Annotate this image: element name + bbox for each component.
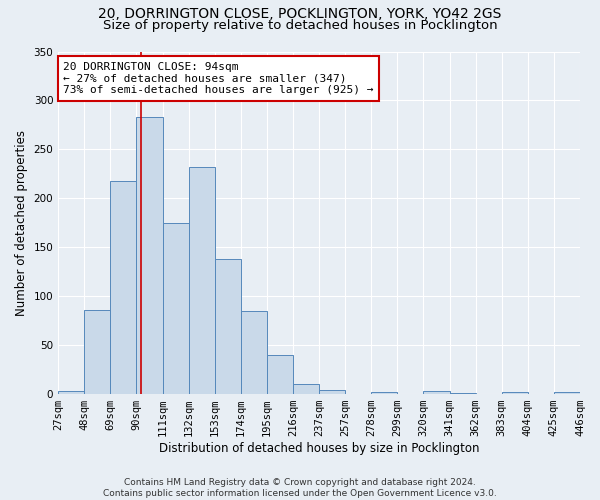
Bar: [188, 167, 215, 394]
X-axis label: Distribution of detached houses by size in Pocklington: Distribution of detached houses by size …: [159, 442, 479, 455]
Bar: [554, 392, 580, 394]
Bar: [110, 180, 136, 394]
Bar: [267, 355, 293, 394]
Text: 20 DORRINGTON CLOSE: 94sqm
← 27% of detached houses are smaller (347)
73% of sem: 20 DORRINGTON CLOSE: 94sqm ← 27% of deta…: [64, 62, 374, 95]
Y-axis label: Number of detached properties: Number of detached properties: [15, 130, 28, 316]
Bar: [84, 310, 110, 394]
Bar: [241, 311, 267, 394]
Text: Contains HM Land Registry data © Crown copyright and database right 2024.
Contai: Contains HM Land Registry data © Crown c…: [103, 478, 497, 498]
Bar: [293, 384, 319, 394]
Bar: [215, 259, 241, 394]
Text: 20, DORRINGTON CLOSE, POCKLINGTON, YORK, YO42 2GS: 20, DORRINGTON CLOSE, POCKLINGTON, YORK,…: [98, 8, 502, 22]
Bar: [319, 390, 345, 394]
Bar: [163, 223, 188, 394]
Bar: [502, 392, 528, 394]
Text: Size of property relative to detached houses in Pocklington: Size of property relative to detached ho…: [103, 19, 497, 32]
Bar: [136, 117, 163, 394]
Bar: [424, 391, 449, 394]
Bar: [58, 391, 84, 394]
Bar: [371, 392, 397, 394]
Bar: [449, 393, 476, 394]
